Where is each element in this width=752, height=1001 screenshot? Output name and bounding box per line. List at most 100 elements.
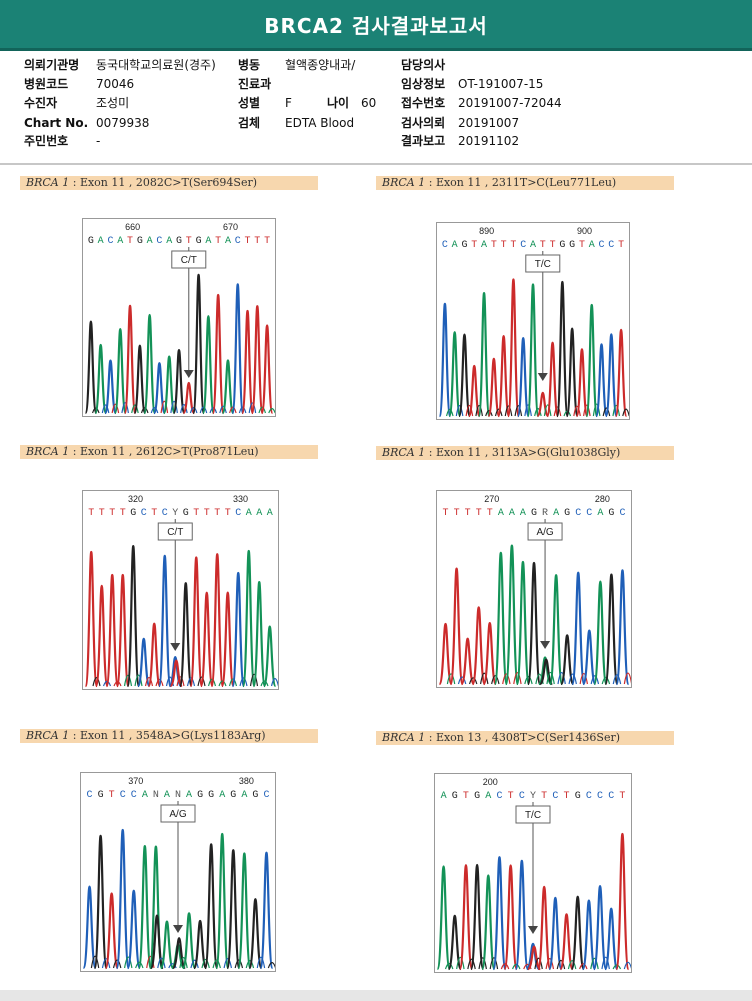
trace-noise: [229, 406, 237, 414]
base-call: A: [520, 508, 526, 519]
trace-peak: [159, 920, 175, 970]
trace-peak: [506, 278, 520, 418]
trace-peak: [252, 580, 267, 688]
trace-peak: [575, 348, 589, 418]
position-label: 890: [479, 226, 494, 236]
position-label: 200: [483, 777, 498, 787]
trace-peak: [262, 625, 277, 688]
base-call: G: [176, 236, 182, 247]
base-call: T: [186, 236, 192, 247]
trace-noise: [260, 680, 269, 687]
base-call: T: [109, 508, 115, 519]
chromatogram-panel: BRCA 1 : Exon 11 , 2311T>C(Leu771Leu) 89…: [0, 176, 752, 426]
mutation-arrow-icon: [170, 643, 181, 651]
variant-label-box: [527, 522, 563, 541]
trace-noise: [445, 408, 454, 417]
trace-peak: [172, 349, 186, 415]
trace-noise: [180, 403, 188, 414]
trace-peak: [126, 889, 141, 970]
trace-peak: [241, 549, 256, 688]
base-call: T: [120, 508, 126, 519]
base-call: A: [553, 508, 559, 519]
variant-genotype: A/G: [169, 809, 186, 820]
base-call: G: [564, 508, 570, 519]
trace-noise: [622, 408, 629, 417]
chromatogram-panel: BRCA 1 : Exon 13 , 4308T>C(Ser1436Ser) 2…: [0, 731, 752, 981]
base-call: T: [245, 236, 251, 247]
trace-noise: [601, 956, 610, 970]
trace-peak: [237, 852, 252, 970]
base-call: A: [597, 508, 603, 519]
trace-peak: [571, 571, 586, 686]
trace-peak: [220, 591, 235, 688]
trace-peak: [181, 912, 197, 970]
trace-peak: [105, 573, 120, 688]
base-call: A: [166, 236, 172, 247]
base-call: C: [519, 791, 525, 802]
base-call: A: [142, 790, 148, 801]
trace-peak: [492, 856, 507, 971]
trace-noise: [201, 958, 210, 969]
trace-peak: [115, 573, 130, 688]
trace-noise: [513, 672, 522, 685]
trace-peak: [449, 567, 464, 686]
trace-noise: [602, 407, 611, 417]
trace-peak: [482, 621, 497, 686]
base-call: T: [254, 236, 260, 247]
report-title: BRCA2 검사결과보고서: [264, 13, 488, 38]
base-call: A: [246, 508, 252, 519]
base-call: A: [117, 236, 123, 247]
trace-noise: [446, 673, 456, 685]
trace-peak: [147, 622, 162, 688]
base-call: C: [87, 790, 93, 801]
trace-noise: [256, 956, 266, 969]
trace-peak: [199, 591, 214, 688]
trace-peak: [84, 320, 98, 415]
trace-noise: [556, 959, 566, 970]
trace-noise: [239, 677, 248, 687]
trace-noise: [545, 958, 555, 970]
ward-value: 혈액종양내과/: [285, 58, 356, 72]
trace-noise: [190, 959, 199, 969]
variant-description: Exon 13 , 4308T>C(Ser1436Ser): [435, 731, 621, 744]
mutation-arrow-icon: [528, 926, 538, 934]
variant-banner: BRCA 1 : Exon 11 , 2612C>T(Pro871Leu): [20, 445, 318, 459]
base-call: G: [230, 790, 236, 801]
variant-genotype: C/T: [167, 527, 183, 538]
trace-noise: [140, 407, 149, 414]
trace-noise: [199, 406, 208, 414]
trace-noise: [553, 406, 562, 417]
trace-noise: [511, 963, 521, 970]
trace-peak: [436, 865, 451, 971]
trace-noise: [123, 674, 133, 687]
trace-peak: [136, 637, 151, 688]
trace-peak: [477, 291, 491, 418]
trace-noise: [485, 409, 493, 417]
gene-name: BRCA 1: [26, 445, 70, 458]
institution-label: 의뢰기관명: [24, 58, 80, 72]
gene-name: BRCA 1: [26, 729, 70, 742]
base-call: T: [471, 240, 477, 251]
trace-noise: [456, 956, 465, 970]
variant-genotype: A/G: [536, 527, 553, 538]
trace-noise: [123, 956, 133, 969]
trace-peak: [221, 359, 235, 415]
trace-noise: [90, 955, 100, 969]
position-label: 370: [128, 776, 143, 786]
base-call: A: [98, 236, 104, 247]
base-call: C: [586, 791, 592, 802]
base-call: C: [442, 240, 448, 251]
trace-peak: [493, 551, 508, 686]
trace-noise: [238, 406, 247, 414]
trace-peak: [123, 304, 137, 415]
doctor-label: 담당의사: [401, 58, 446, 72]
trace-peak: [189, 556, 204, 688]
trace-noise: [131, 404, 139, 414]
gene-name: BRCA 1: [382, 446, 426, 459]
trace-noise: [155, 678, 164, 687]
base-call: T: [510, 240, 516, 251]
trace-noise: [579, 963, 588, 970]
trace-noise: [267, 962, 275, 969]
